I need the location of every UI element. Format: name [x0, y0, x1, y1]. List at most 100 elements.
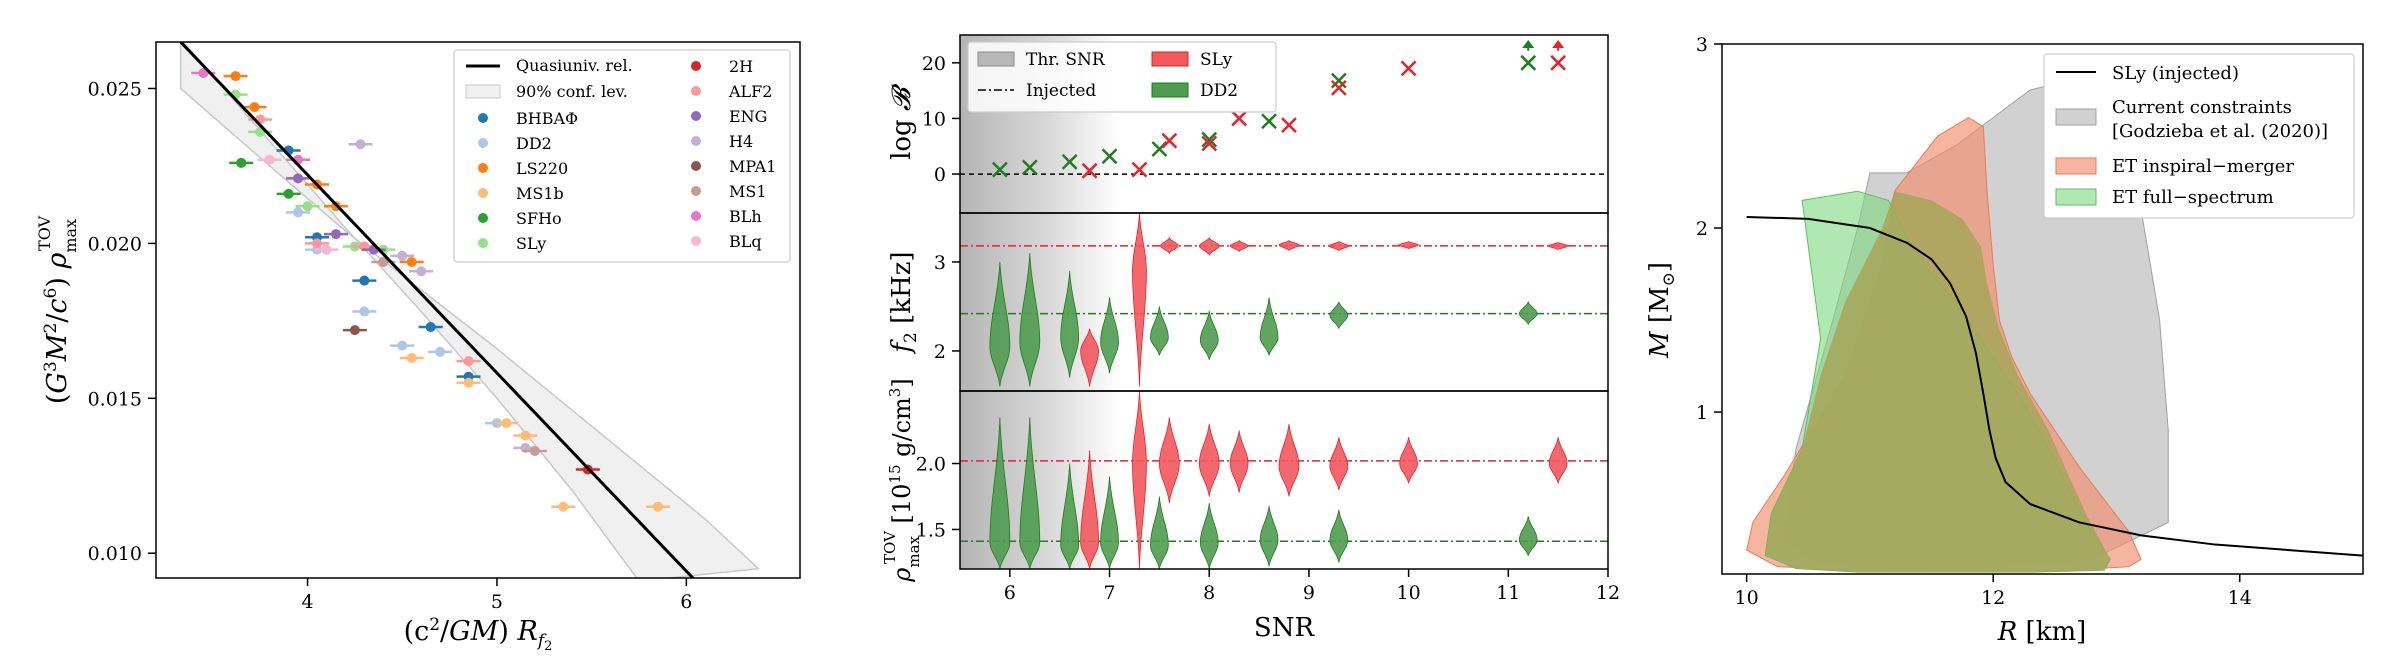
- legend-marker: [691, 236, 701, 246]
- violin: [1159, 236, 1179, 254]
- violin: [1259, 505, 1279, 567]
- violin: [1278, 423, 1300, 497]
- y-axis-b1-tick-label: 20: [922, 53, 946, 75]
- data-point: [293, 207, 304, 218]
- panel-c: 10 12 14 123 R [km] M [M⊙] SLy (injected) …: [1645, 34, 2364, 647]
- violin: [1278, 239, 1300, 252]
- y-axis-b2-tick-label: 2: [934, 341, 946, 363]
- legend-series-label: BLh: [729, 207, 762, 226]
- bayes-factor-marker: [1520, 54, 1537, 71]
- data-point: [558, 501, 569, 512]
- legend-series-label: DD2: [516, 134, 552, 153]
- bayes-factor-marker: [1550, 54, 1567, 71]
- panel-a: 4 5 6 0.010 0.015 0.020 0.025 (c2/GM) Rf2 (G3…: [35, 41, 801, 654]
- quasiuniversal-fit-line: [179, 42, 695, 578]
- data-point: [236, 157, 247, 168]
- data-point: [330, 229, 341, 240]
- legend-marker: [478, 163, 488, 173]
- bayes-factor-marker: [1201, 131, 1218, 148]
- violin: [1329, 437, 1349, 490]
- legend-band-label: 90% conf. lev.: [516, 82, 628, 101]
- legend-series-label: SFHo: [516, 209, 562, 228]
- legend-a: Quasiuniv. rel. 90% conf. lev. BHBAΦ DD2 L…: [453, 49, 791, 263]
- bayes-factor-marker: [1330, 79, 1347, 96]
- plot-frame-c: [1721, 43, 2364, 575]
- legend-series-label: H4: [729, 132, 753, 151]
- legend-current-label: Current constraints: [2112, 97, 2292, 118]
- data-point: [293, 173, 304, 184]
- legend-marker: [691, 211, 701, 221]
- bayes-factor-marker: [1021, 159, 1038, 176]
- x-axis-b-tick-label: 8: [1203, 582, 1215, 604]
- data-point: [230, 71, 241, 82]
- violin: [1100, 476, 1119, 569]
- violin: [1229, 430, 1249, 493]
- y-axis-c-tick-label: 2: [1696, 218, 1708, 240]
- data-point: [302, 201, 313, 212]
- data-point: [321, 244, 332, 255]
- plot-frame-a: [155, 41, 801, 579]
- bayes-factor-marker: [1131, 161, 1148, 178]
- legend-sly-label: SLy: [1200, 50, 1233, 70]
- violin: [1132, 213, 1147, 387]
- plot-frame-b3: [959, 390, 1609, 570]
- violin: [989, 417, 1011, 569]
- violin: [989, 261, 1011, 387]
- violin: [1019, 253, 1041, 387]
- violin: [1060, 463, 1080, 569]
- legend-series-label: SLy: [516, 234, 546, 253]
- x-axis-b-tick-label: 12: [1596, 582, 1620, 604]
- violin: [1100, 297, 1119, 374]
- legend-series-label: BHBAΦ: [516, 109, 578, 128]
- legend-marker: [478, 113, 488, 123]
- bayes-factor-marker: [1330, 72, 1347, 89]
- legend-marker: [691, 161, 701, 171]
- violin: [1329, 509, 1349, 563]
- bayes-factor-marker: [1161, 132, 1178, 149]
- arrow-head: [1522, 40, 1535, 48]
- y-axis-a-tick-label: 0.025: [88, 78, 142, 100]
- violin: [1019, 417, 1041, 569]
- bayes-factor-marker: [1081, 162, 1098, 179]
- legend-series-label: BLq: [729, 232, 762, 251]
- data-point: [359, 275, 370, 286]
- x-axis-b-tick-label: 7: [1103, 582, 1115, 604]
- confidence-band: [179, 42, 761, 578]
- data-point: [520, 430, 531, 441]
- y-axis-b3-tick-label: 1.5: [916, 519, 946, 541]
- data-point: [349, 325, 360, 336]
- legend-marker: [691, 186, 701, 196]
- x-axis-c-tick-label: 14: [2228, 587, 2252, 609]
- sly-mass-radius-curve: [1746, 215, 2363, 557]
- legend-series-label: MPA1: [729, 157, 776, 176]
- y-axis-a-tick-label: 0.010: [88, 543, 142, 565]
- y-axis-c-tick-label: 1: [1696, 402, 1708, 424]
- data-point: [355, 139, 366, 150]
- violin: [1548, 437, 1568, 484]
- violin: [1259, 297, 1279, 356]
- data-point: [359, 306, 370, 317]
- x-axis-c-tick-label: 10: [1735, 587, 1759, 609]
- bayes-factor-marker: [1400, 60, 1417, 77]
- legend-b: Thr. SNR Injected SLy DD2: [967, 41, 1277, 113]
- violin: [1518, 300, 1538, 326]
- data-point: [283, 188, 294, 199]
- y-axis-label-b3: ρmaxTOV [1015 g/cm3]: [881, 378, 923, 582]
- bayes-factor-marker: [1261, 113, 1277, 130]
- y-axis-label-a: (G3M2/c6) ρmaxTOV: [35, 215, 80, 404]
- data-point: [416, 266, 427, 277]
- y-axis-label-b2: f2 [kHz]: [887, 251, 921, 354]
- arrow-head: [1552, 40, 1565, 48]
- legend-injected-label: Injected: [1026, 81, 1096, 101]
- legend-series-label: MS1b: [516, 184, 564, 203]
- y-axis-b2-tick-label: 3: [934, 252, 946, 274]
- legend-marker: [691, 61, 701, 71]
- data-point: [378, 256, 389, 267]
- y-axis-b1-tick-label: 0: [934, 164, 946, 186]
- x-axis-b-tick-label: 9: [1303, 582, 1315, 604]
- y-axis-c-tick-label: 3: [1696, 34, 1708, 56]
- bayes-factor-marker: [1281, 117, 1297, 133]
- violin: [1547, 241, 1569, 251]
- violin: [1132, 391, 1147, 569]
